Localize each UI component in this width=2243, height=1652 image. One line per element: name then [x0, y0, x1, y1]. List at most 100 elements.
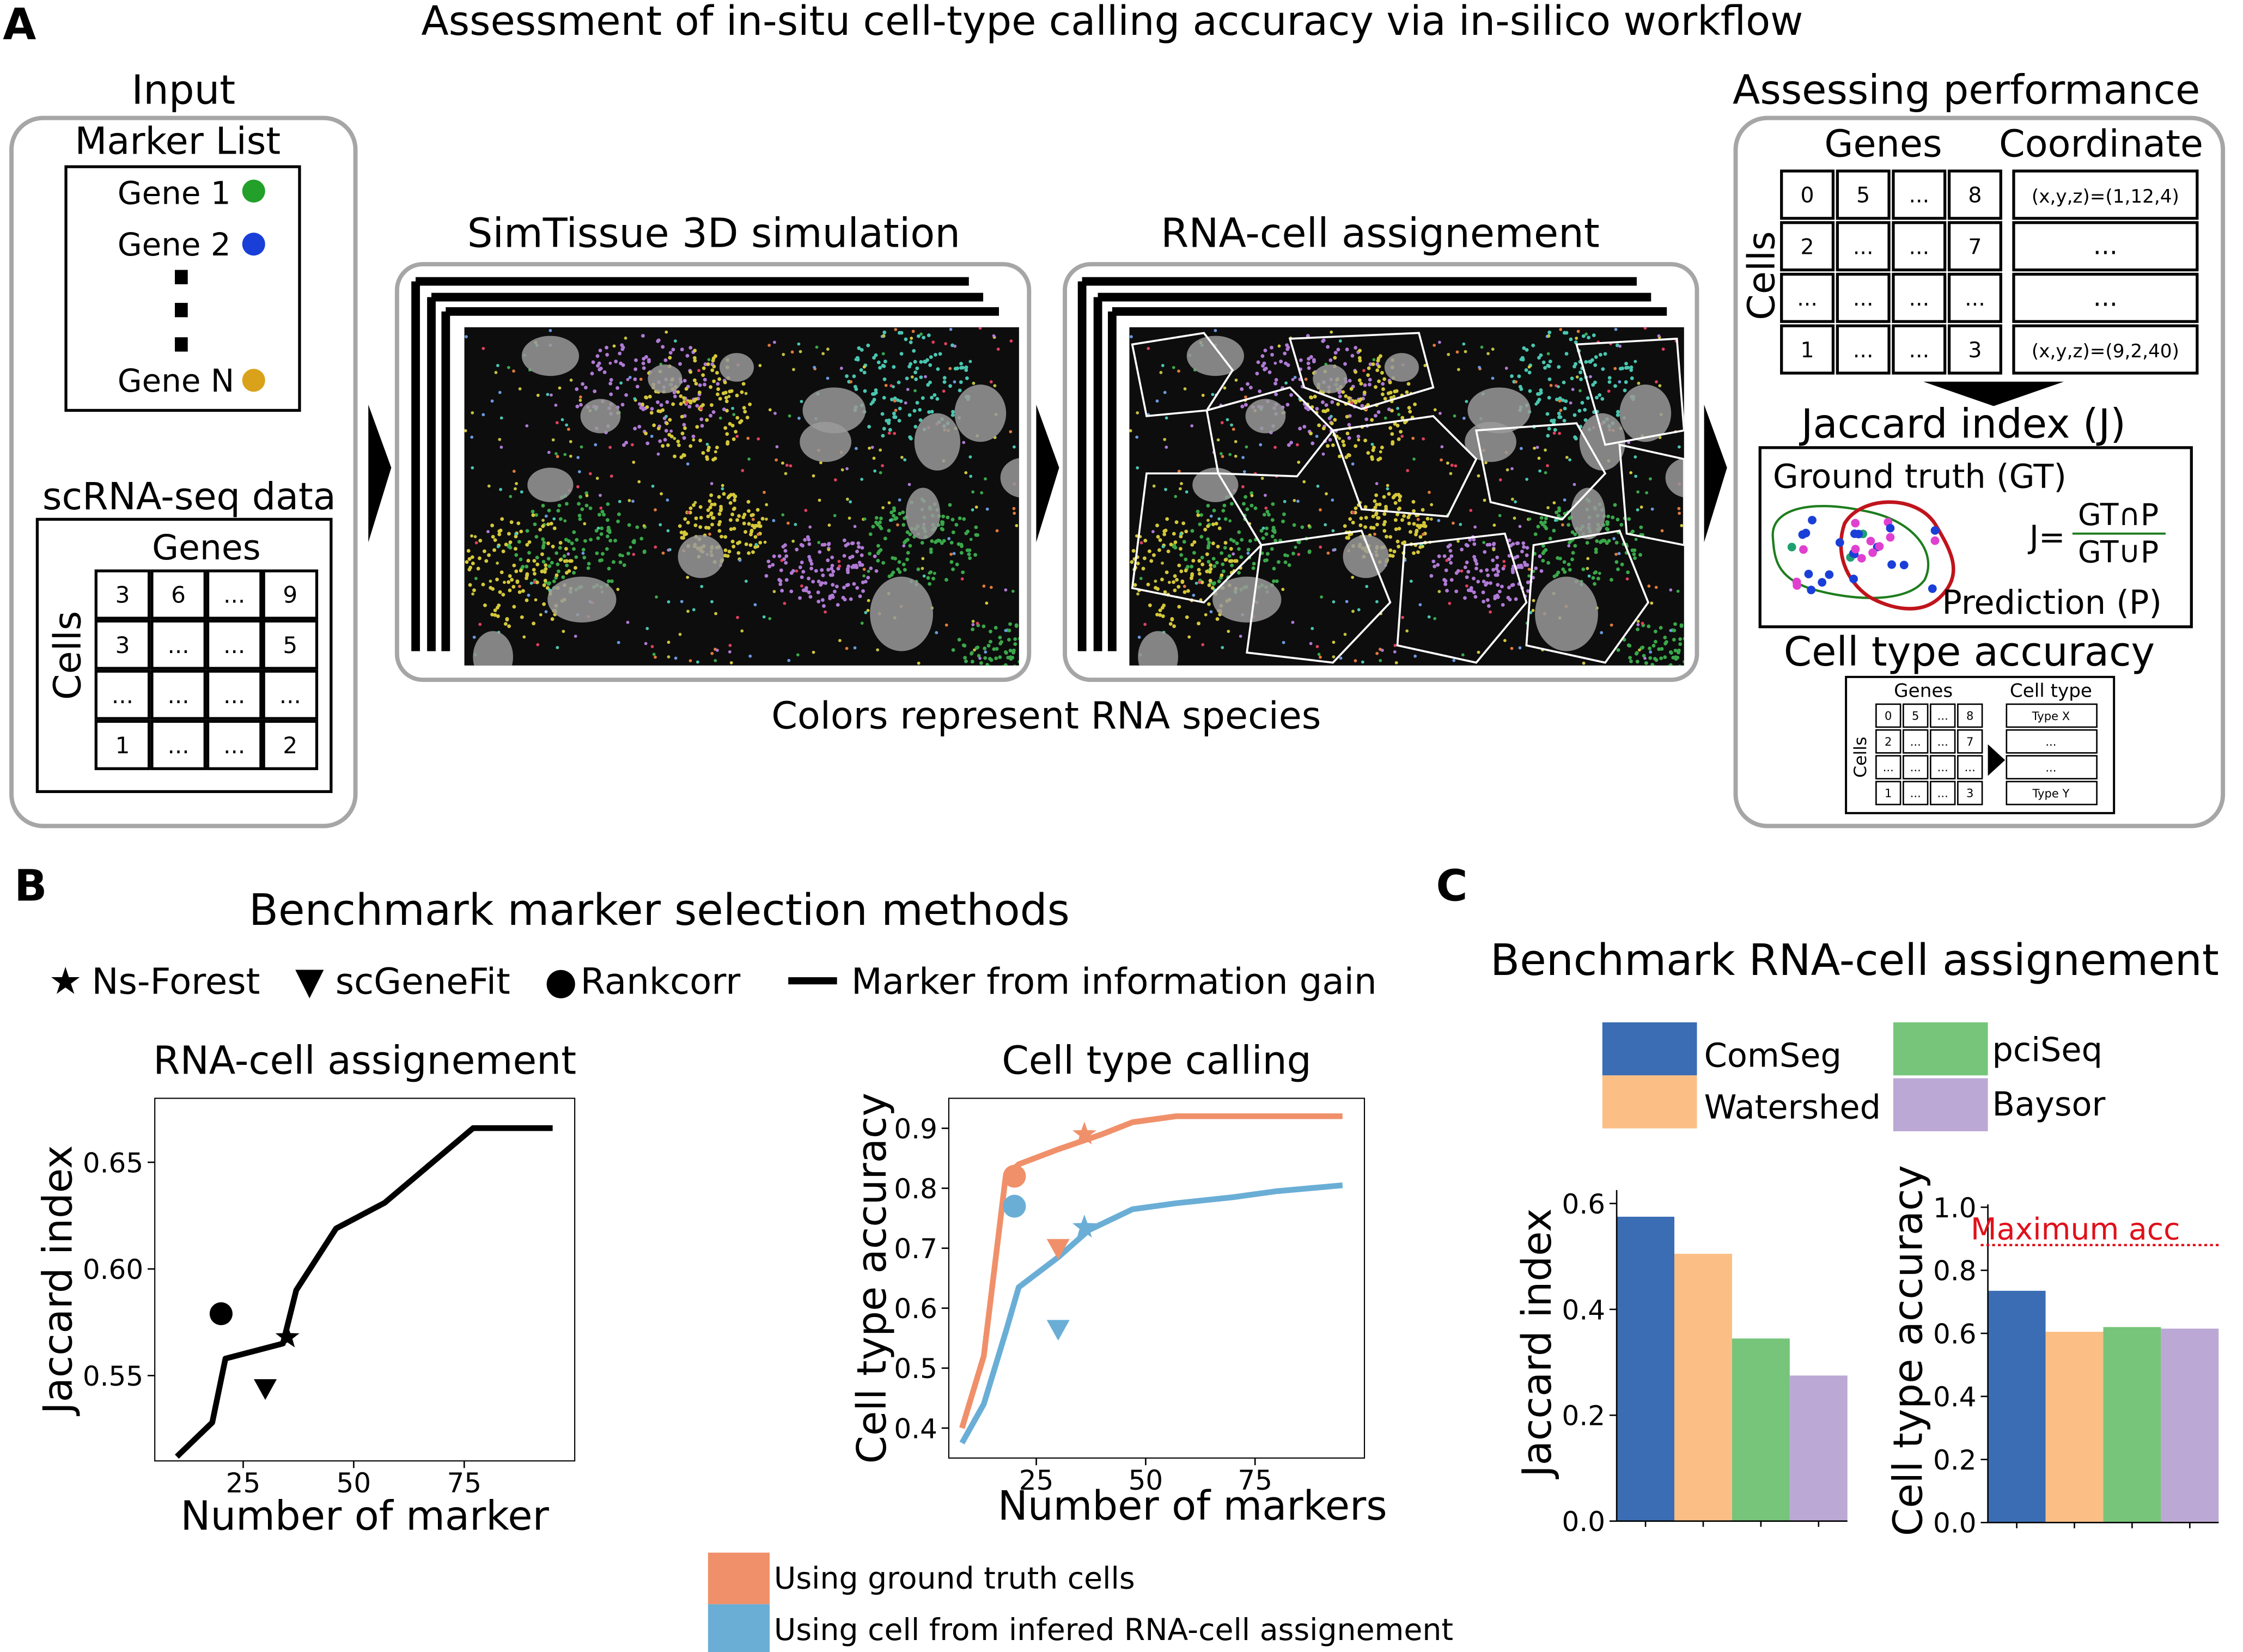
rna-dot: [702, 366, 706, 370]
rna-dot: [1526, 589, 1530, 593]
legend-rankcorr: Rankcorr: [581, 960, 741, 1002]
rna-dot: [698, 525, 703, 529]
rna-dot: [910, 337, 913, 340]
rna-dot: [612, 560, 615, 564]
rna-dot: [542, 583, 546, 587]
rna-dot: [1262, 513, 1266, 517]
rna-dot: [1184, 557, 1188, 562]
rna-dot: [1634, 538, 1638, 541]
rna-dot: [852, 582, 856, 586]
rna-dot: [1704, 641, 1708, 645]
rna-dot: [1445, 559, 1449, 562]
rna-dot: [527, 593, 531, 597]
rna-dot: [682, 436, 686, 440]
rna-dot: [876, 559, 880, 563]
rna-dot: [507, 532, 511, 536]
rna-dot: [1473, 558, 1477, 562]
rna-dot: [735, 518, 739, 522]
rna-dot: [1321, 426, 1326, 430]
legend-gt-label: Using ground truth cells: [774, 1561, 1135, 1596]
rna-dot: [835, 584, 839, 589]
rna-dot: [1295, 443, 1299, 447]
assess-matrix: 0 5... 82...... 7......... ...1...... 3: [1780, 169, 2002, 375]
nucleus: [1343, 535, 1389, 578]
rna-dot: [1485, 542, 1490, 547]
rna-dot: [912, 409, 917, 413]
rna-dot: [1197, 571, 1202, 576]
rna-dot: [717, 522, 721, 527]
rna-dot: [626, 620, 630, 624]
rna-dot: [809, 562, 814, 566]
rna-dot: [606, 526, 611, 530]
rna-dot: [1155, 612, 1159, 617]
rna-dot: [723, 553, 727, 558]
rna-dot: [798, 565, 802, 569]
rna-dot: [598, 368, 602, 371]
matrix-value: 1: [1801, 338, 1814, 363]
rna-dot: [1358, 358, 1362, 363]
rna-dot: [762, 615, 766, 619]
rna-dot: [1382, 377, 1387, 381]
bar-pciseq: [1732, 1338, 1790, 1521]
rna-dot: [1240, 404, 1245, 409]
rna-dot: [1351, 510, 1355, 514]
rna-dot: [712, 502, 717, 507]
rna-dot: [688, 370, 693, 374]
rna-dot: [892, 506, 896, 510]
rna-dot: [901, 562, 906, 566]
y-tick-label: 0.55: [83, 1361, 143, 1392]
rna-dot: [948, 503, 952, 507]
rna-dot: [976, 533, 979, 537]
rna-dot: [1584, 332, 1588, 336]
rna-dot: [1437, 519, 1441, 522]
rna-dot: [581, 547, 586, 552]
rna-dot: [845, 569, 850, 573]
chart-title: RNA-cell assignement: [153, 1038, 576, 1083]
rna-dot: [742, 406, 746, 410]
rna-dot: [1496, 595, 1500, 599]
rna-dot: [951, 410, 955, 414]
rna-dot: [667, 655, 671, 659]
rna-dot: [1336, 402, 1340, 406]
rna-dot: [1321, 338, 1326, 343]
rna-dot: [578, 517, 582, 521]
rna-dot: [1201, 393, 1205, 397]
rna-dot: [597, 513, 601, 517]
rna-dot: [608, 361, 612, 365]
rna-dot: [799, 542, 803, 547]
rna-dot: [1618, 344, 1622, 348]
rna-dot: [618, 560, 623, 564]
rna-dot: [1287, 563, 1291, 568]
rna-dot: [1593, 582, 1597, 586]
matrix-cell: [1947, 169, 2002, 220]
rna-dot: [826, 376, 830, 380]
rna-dot: [633, 377, 637, 381]
rna-dot: [489, 580, 492, 583]
rna-dot: [1374, 385, 1378, 389]
rna-dot: [626, 377, 630, 381]
cell-segmentation-outlines: [1131, 332, 1684, 664]
rna-dot: [1375, 651, 1379, 655]
rna-dot: [1518, 646, 1522, 650]
rna-dot: [1477, 474, 1480, 478]
rna-dot: [789, 589, 794, 594]
rna-dot: [498, 391, 502, 394]
rna-dot: [913, 370, 918, 375]
rna-dot: [1416, 517, 1420, 521]
rna-dot: [550, 617, 554, 621]
rna-dot: [1158, 608, 1162, 612]
rna-dot: [1928, 584, 1937, 593]
y-tick-label: 1.0: [1933, 1192, 1977, 1224]
rna-dot: [680, 348, 684, 352]
rna-dot: [709, 493, 714, 497]
matrix-cell: [1836, 169, 1891, 220]
rna-dot: [490, 523, 495, 528]
rna-dot: [1017, 684, 1021, 688]
rna-dot: [1130, 560, 1134, 564]
rna-dot: [1184, 529, 1188, 534]
rna-dot: [714, 659, 717, 662]
rna-dot: [820, 542, 825, 547]
rna-dot: [635, 385, 639, 389]
rna-dot: [1319, 545, 1322, 549]
rna-dot: [1626, 365, 1630, 370]
